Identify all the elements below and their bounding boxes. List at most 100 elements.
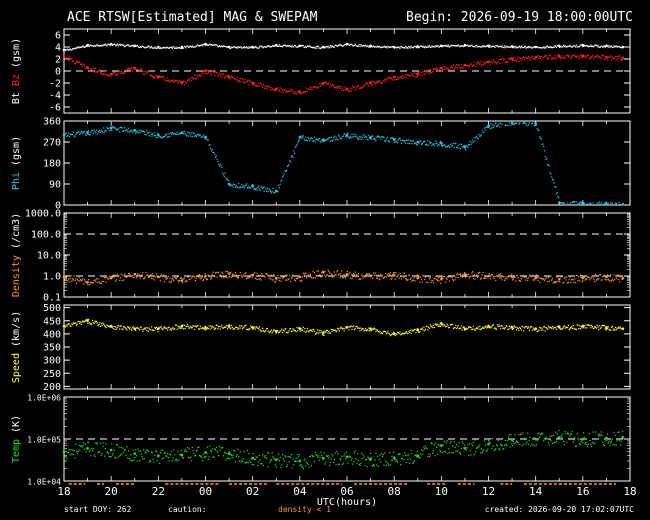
data-dot-density bbox=[553, 281, 555, 283]
data-dot-bt bbox=[111, 44, 114, 46]
data-dot-speed bbox=[105, 327, 107, 329]
x-tick-label: 04 bbox=[293, 485, 307, 498]
data-dot-density bbox=[582, 280, 584, 282]
data-dot-speed bbox=[95, 320, 98, 323]
data-dot-temp bbox=[297, 456, 300, 458]
data-dot-bt bbox=[448, 44, 450, 46]
data-dot-bt bbox=[490, 46, 492, 48]
data-dot-phi bbox=[168, 133, 170, 135]
data-dot-temp bbox=[212, 456, 214, 458]
data-dot-phi bbox=[260, 185, 262, 187]
data-dot-phi bbox=[452, 144, 454, 146]
data-dot-bt bbox=[301, 44, 303, 47]
data-dot-density bbox=[193, 275, 195, 278]
data-dot-speed bbox=[384, 330, 386, 333]
data-dot-bt bbox=[555, 46, 558, 49]
data-dot-bt bbox=[571, 46, 573, 48]
data-dot-bt bbox=[112, 44, 114, 46]
data-dot-bz bbox=[423, 73, 425, 75]
data-dot-phi bbox=[250, 187, 252, 189]
data-dot-temp bbox=[303, 459, 305, 462]
data-dot-density bbox=[278, 279, 280, 282]
data-dot-bt bbox=[410, 45, 412, 47]
data-dot-density bbox=[119, 277, 122, 279]
data-dot-temp bbox=[321, 454, 323, 457]
data-dot-bz bbox=[111, 73, 114, 75]
data-dot-bt bbox=[422, 46, 424, 48]
data-dot-bt bbox=[199, 44, 201, 47]
data-dot-bz bbox=[225, 76, 227, 78]
data-dot-phi bbox=[81, 132, 83, 134]
data-dot-temp bbox=[512, 440, 514, 442]
data-dot-bz bbox=[244, 78, 246, 81]
data-dot-density bbox=[298, 275, 300, 277]
data-dot-temp bbox=[404, 454, 407, 456]
data-dot-speed bbox=[491, 326, 493, 328]
data-dot-phi bbox=[174, 133, 176, 135]
data-dot-phi bbox=[228, 183, 230, 185]
data-dot-bz bbox=[284, 89, 286, 91]
data-dot-phi bbox=[84, 133, 86, 135]
data-dot-temp bbox=[117, 456, 119, 458]
data-dot-bz bbox=[453, 68, 455, 70]
data-dot-speed bbox=[511, 328, 514, 331]
data-dot-bz bbox=[505, 62, 507, 64]
data-dot-phi bbox=[118, 127, 120, 129]
data-dot-speed bbox=[448, 326, 451, 329]
data-dot-temp bbox=[131, 460, 133, 462]
data-dot-speed bbox=[552, 328, 554, 330]
data-dot-density bbox=[384, 272, 387, 274]
data-dot-density bbox=[587, 276, 589, 278]
data-dot-phi bbox=[299, 135, 301, 138]
data-dot-bt bbox=[99, 45, 102, 47]
data-dot-bz bbox=[611, 56, 613, 58]
data-dot-phi bbox=[236, 187, 238, 189]
data-dot-bt bbox=[137, 45, 139, 48]
data-dot-density bbox=[301, 276, 304, 278]
data-dot-speed bbox=[182, 324, 184, 326]
data-dot-density bbox=[597, 278, 599, 280]
data-dot-bt bbox=[309, 45, 311, 47]
data-dot-density bbox=[259, 277, 261, 280]
data-dot-bt bbox=[213, 44, 215, 46]
data-dot-bt bbox=[358, 43, 360, 46]
data-dot-temp bbox=[336, 450, 338, 453]
data-dot-bz bbox=[78, 61, 80, 63]
data-dot-bt bbox=[442, 45, 444, 47]
data-dot-phi bbox=[232, 186, 234, 188]
data-dot-bz bbox=[598, 56, 601, 58]
data-dot-bt bbox=[71, 49, 73, 51]
data-dot-speed bbox=[283, 330, 285, 332]
data-dot-bz bbox=[483, 64, 485, 66]
data-dot-phi bbox=[310, 137, 312, 139]
data-dot-bz bbox=[245, 82, 247, 84]
data-dot-phi bbox=[329, 136, 331, 139]
data-dot-temp bbox=[86, 448, 88, 450]
data-dot-phi bbox=[235, 184, 237, 187]
data-dot-phi bbox=[85, 134, 87, 137]
data-dot-density bbox=[326, 274, 328, 276]
data-dot-speed bbox=[222, 327, 224, 329]
data-dot-temp bbox=[354, 450, 356, 452]
data-dot-density bbox=[148, 276, 150, 278]
data-dot-bz bbox=[468, 65, 471, 67]
data-dot-temp bbox=[67, 451, 70, 454]
data-dot-phi bbox=[357, 138, 360, 140]
data-dot-bt bbox=[187, 46, 189, 48]
data-dot-bt bbox=[324, 47, 326, 49]
data-dot-bz bbox=[431, 71, 433, 74]
data-dot-density bbox=[373, 274, 376, 276]
data-dot-bt bbox=[267, 45, 269, 47]
data-dot-temp bbox=[392, 451, 395, 453]
data-dot-temp bbox=[148, 461, 150, 463]
data-dot-temp bbox=[382, 453, 384, 456]
data-dot-density bbox=[497, 276, 499, 278]
data-dot-bz bbox=[103, 69, 106, 72]
data-dot-bz bbox=[428, 72, 430, 74]
data-dot-temp bbox=[380, 452, 383, 455]
data-dot-density bbox=[594, 280, 596, 283]
data-dot-bt bbox=[243, 46, 245, 48]
data-dot-phi bbox=[225, 177, 227, 179]
data-dot-temp bbox=[592, 431, 594, 433]
data-dot-speed bbox=[520, 329, 522, 331]
